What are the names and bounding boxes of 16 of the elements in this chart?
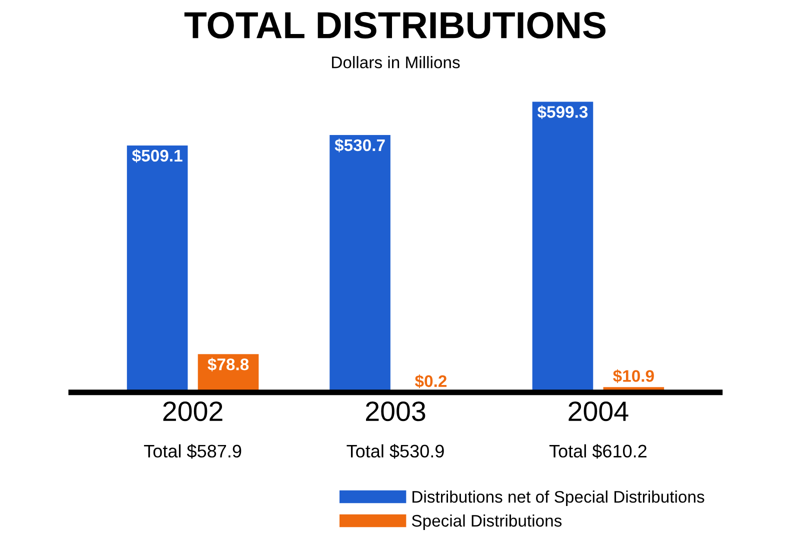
text: Total $530.9	[346, 444, 444, 459]
x-tick-label: 2004	[568, 401, 628, 422]
chart-subtitle: Dollars in Millions	[332, 56, 460, 68]
legend-label: Distributions net of Special Distributions	[412, 490, 704, 506]
chart-title: TOTAL DISTRIBUTIONS	[184, 12, 606, 39]
data-label: $10.9	[613, 369, 654, 383]
data-label: $0.2	[414, 374, 447, 388]
x-tick-label: 2002	[163, 401, 222, 422]
legend-label: Special Distributions	[412, 514, 562, 530]
data-label: $530.7	[334, 138, 385, 152]
x-tick-label: 2003	[366, 401, 426, 422]
text: Total $610.2	[549, 444, 646, 459]
data-label: $78.8	[208, 358, 249, 372]
data-label: $509.1	[132, 149, 182, 163]
data-label: $599.3	[537, 105, 588, 119]
text: Total $587.9	[144, 444, 242, 459]
